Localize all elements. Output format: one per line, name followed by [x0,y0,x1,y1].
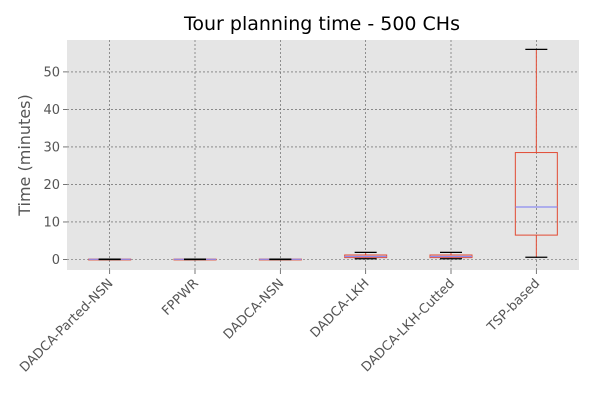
box-FPPWR [173,258,217,261]
y-axis-label: Time (minutes) [15,94,34,217]
y-tick-label: 10 [43,215,60,230]
y-tick-label: 0 [52,253,60,268]
x-tick-label: TSP-based [484,276,543,335]
chart-title: Tour planning time - 500 CHs [183,13,460,35]
box-DADCA-Parted-NSN [88,258,132,261]
box-iqr [514,152,558,236]
box-TSP-based [514,48,558,258]
x-tick-label: DADCA-LKH-Cutted [359,276,458,375]
plot-area [67,40,579,270]
box-DADCA-NSN [258,258,302,261]
y-tick-label: 40 [43,103,60,118]
x-axis-ticks: DADCA-Parted-NSN FPPWR DADCA-NSN DADCA-LKHD… [17,270,543,375]
y-axis-ticks: 0 10 20 30 40 50 [43,65,67,268]
grid-lines [67,40,579,270]
x-tick-label: DADCA-Parted-NSN [17,276,116,375]
box-DADCA-LKH [344,251,388,260]
y-tick-label: 20 [43,178,60,193]
box-series [88,48,558,261]
x-tick-label: DADCA-NSN [221,276,287,342]
x-tick-label: DADCA-LKH [308,276,373,341]
y-tick-label: 50 [43,65,60,80]
y-tick-label: 30 [43,140,60,155]
x-tick-label: FPPWR [159,276,201,318]
box-DADCA-LKH-Cutted [429,251,473,260]
